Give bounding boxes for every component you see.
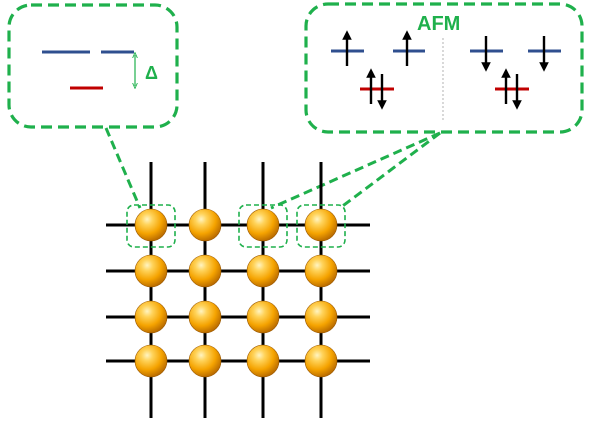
gap-label: Δ — [145, 63, 158, 83]
afm-title: AFM — [417, 13, 460, 35]
afm-callout: AFM — [304, 2, 584, 134]
highlight-box-row1-col4 — [296, 204, 346, 248]
atom-row2-col4 — [304, 254, 338, 288]
callout-box-left — [7, 3, 179, 129]
atom-row2-col3 — [246, 254, 280, 288]
atom-row3-col2 — [188, 300, 222, 334]
highlight-boxes — [126, 204, 346, 248]
atom-row4-col2 — [188, 344, 222, 378]
atom-row4-col1 — [134, 344, 168, 378]
atom-row2-col1 — [134, 254, 168, 288]
highlight-box-row1-col1 — [126, 204, 176, 248]
callout-box-right — [304, 2, 584, 134]
atom-row4-col4 — [304, 344, 338, 378]
connector-left — [104, 127, 142, 209]
lattice-atoms — [134, 208, 338, 378]
callout-connectors — [104, 127, 441, 210]
connector-afm-2 — [339, 131, 441, 210]
atom-row4-col3 — [246, 344, 280, 378]
highlight-box-row1-col3 — [238, 204, 288, 248]
atom-row3-col4 — [304, 300, 338, 334]
atom-row2-col2 — [188, 254, 222, 288]
site-b-levels — [470, 36, 561, 110]
lattice-lines — [106, 162, 370, 418]
crystal-field-callout: Δ — [7, 3, 179, 129]
atom-row3-col1 — [134, 300, 168, 334]
atom-row1-col4 — [304, 208, 338, 242]
atom-row1-col1 — [134, 208, 168, 242]
connector-afm-1 — [270, 131, 441, 210]
atom-row1-col2 — [188, 208, 222, 242]
atom-row1-col3 — [246, 208, 280, 242]
site-a-levels — [331, 30, 425, 110]
atom-row3-col3 — [246, 300, 280, 334]
